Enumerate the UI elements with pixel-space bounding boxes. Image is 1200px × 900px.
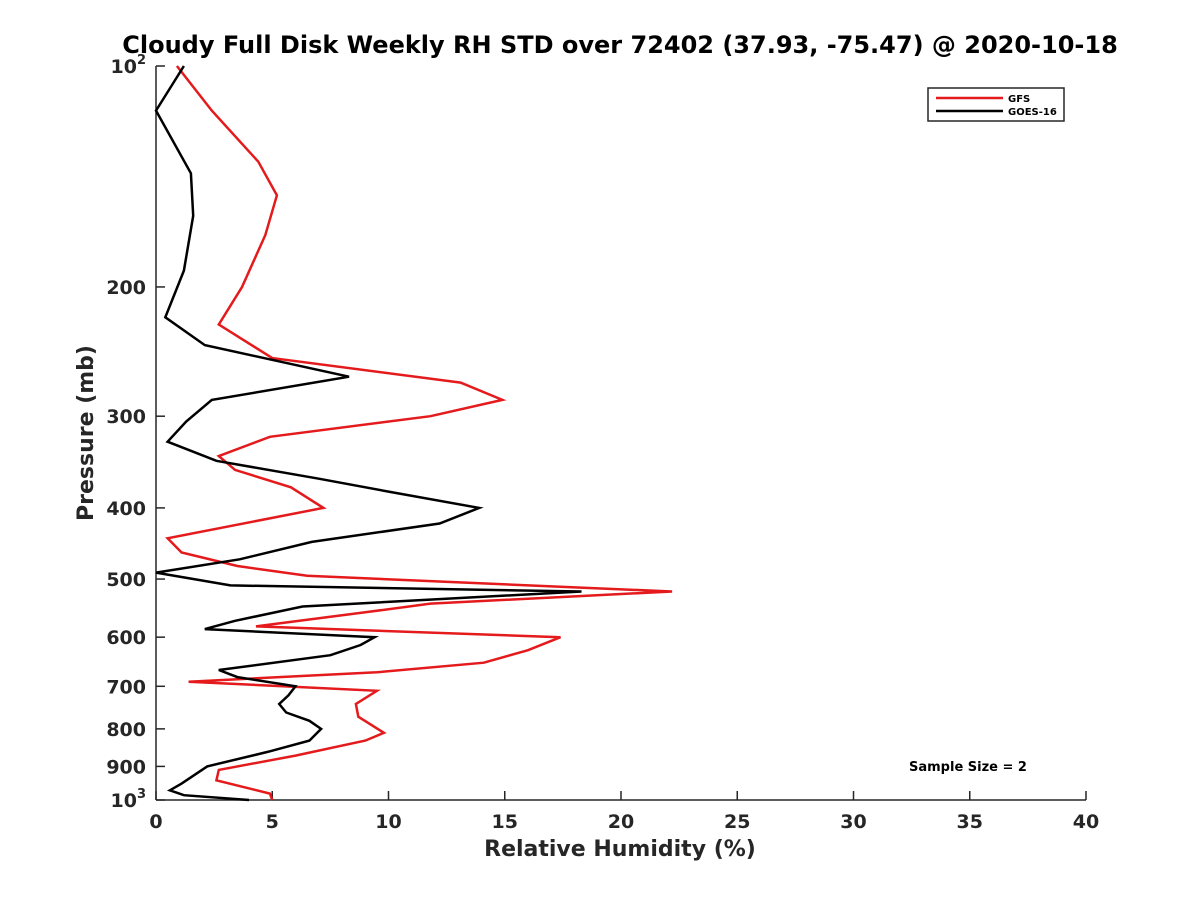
y-tick-label: 300 <box>106 406 146 428</box>
y-tick-label: 103 <box>111 787 147 812</box>
y-axis-label: Pressure (mb) <box>74 345 99 521</box>
y-tick-label: 200 <box>106 277 146 299</box>
x-axis-label: Relative Humidity (%) <box>484 837 756 862</box>
x-tick-label: 40 <box>1073 811 1099 833</box>
x-tick-label: 35 <box>957 811 983 833</box>
sample-size-annotation: Sample Size = 2 <box>909 760 1027 775</box>
legend-box <box>927 87 1065 122</box>
x-tick-label: 30 <box>840 811 866 833</box>
chart-title: Cloudy Full Disk Weekly RH STD over 7240… <box>122 31 1118 59</box>
y-axis-ticks: 102 200 300 400 500 600 700 800 900 103 <box>106 53 165 812</box>
y-tick-label: 600 <box>106 627 146 649</box>
legend-label-goes-16: GOES-16 <box>1008 107 1057 118</box>
y-tick-label: 500 <box>106 569 146 591</box>
legend: GFS GOES-16 <box>927 87 1065 122</box>
x-tick-label: 10 <box>375 811 401 833</box>
y-tick-label: 400 <box>106 498 146 520</box>
y-tick-label: 102 <box>111 53 147 78</box>
series-line-goes-16 <box>154 65 582 802</box>
legend-label-gfs: GFS <box>1008 94 1030 105</box>
x-tick-label: 20 <box>608 811 634 833</box>
x-tick-label: 0 <box>149 811 162 833</box>
x-tick-label: 25 <box>724 811 750 833</box>
x-tick-label: 15 <box>492 811 518 833</box>
series-line-gfs <box>165 65 673 801</box>
x-axis-ticks: 0 5 10 15 20 25 30 35 40 <box>149 791 1099 833</box>
y-tick-label: 700 <box>106 676 146 698</box>
x-tick-label: 5 <box>266 811 279 833</box>
y-tick-label: 900 <box>106 756 146 778</box>
series-layer <box>154 65 673 802</box>
y-tick-label: 800 <box>106 719 146 741</box>
